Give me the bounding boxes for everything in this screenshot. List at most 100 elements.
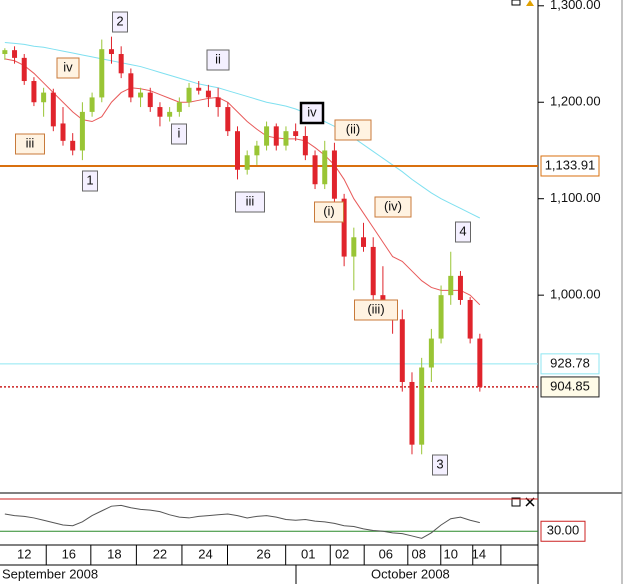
candle-body [157,107,163,117]
scroll-arrow[interactable] [526,0,534,6]
background [0,0,622,584]
candle-body [205,90,211,98]
candle-body [438,295,444,339]
candle-body [225,107,231,132]
x-tick-label: 16 [62,546,76,561]
wave-label: iii [246,193,255,208]
wave-label: iv [307,104,317,119]
wave-label: 3 [436,456,443,471]
candle-body [457,275,463,300]
x-tick-label: 18 [107,546,121,561]
candle-body [341,198,347,257]
wave-label-box [235,191,265,213]
y-tick-label: 1,000.00 [550,287,601,302]
month-label: October 2008 [371,566,450,581]
candle-body [264,126,270,146]
level-label-box [540,376,600,398]
candle-body [70,140,76,151]
wave-label: ii [215,51,221,66]
candle-body [41,92,47,103]
candle-body [331,150,337,199]
candle-body [399,319,405,382]
wave-label: (ii) [346,121,360,136]
candle-body [234,131,240,170]
wave-label-box [206,49,230,71]
wave-label: 4 [459,223,466,238]
candle-body [60,123,66,141]
candle-body [419,367,425,445]
wave-label-box [455,221,471,243]
wave-label: 2 [116,13,123,28]
candle-body [254,145,260,156]
x-tick-label: 08 [412,546,426,561]
level-label: 1,133.91 [545,157,596,172]
candle-body [312,155,318,185]
candle-body [409,381,415,445]
x-tick-label: 10 [444,546,458,561]
candle-body [302,136,308,156]
wave-label-box [374,196,412,218]
candle-body [147,92,153,108]
level-label: 904.85 [550,378,590,393]
candle-body [370,246,376,296]
candle-body [196,87,202,91]
wave-label-box [56,57,80,79]
candle-body [273,126,279,146]
level-label: 928.78 [550,355,590,370]
candle-body [31,81,37,103]
candle-body [244,155,250,170]
wave-label-box [15,133,45,155]
x-tick-label: 06 [379,546,393,561]
candle-body [128,73,134,98]
x-tick-label: 14 [472,546,486,561]
candle-body [477,338,483,387]
level-label-box [540,520,586,542]
moving-average [4,41,481,219]
month-label: September 2008 [2,566,98,581]
wave-label: 1 [86,172,93,187]
candle-body [118,54,124,74]
candle-body [50,92,56,127]
wave-label-box [299,101,325,125]
candle-body [108,49,114,55]
wave-label: (iv) [384,198,402,213]
wave-label: i [178,125,181,140]
candle-body [12,50,18,58]
y-tick-label: 1,300.00 [550,0,601,12]
x-tick-label: 02 [335,546,349,561]
x-tick-label: 26 [256,546,270,561]
wave-label: iii [26,135,35,150]
y-tick-label: 1,100.00 [550,190,601,205]
wave-label-box [82,170,98,192]
candle-body [167,111,173,117]
wave-label-box [112,11,128,33]
candle-body [467,299,473,339]
candle-body [138,92,144,98]
wave-label: (i) [323,203,335,218]
candle-body [89,97,95,112]
window-button[interactable] [511,497,521,507]
wave-label-box [334,119,372,141]
candle-body [99,49,105,98]
level-label-box [540,353,600,375]
window-button[interactable] [511,0,521,6]
wave-label-box [314,201,344,223]
level-label-box [540,155,600,177]
x-tick-label: 12 [17,546,31,561]
candle-body [2,50,8,55]
candle-body [428,338,434,368]
wave-label-box [354,299,398,321]
y-tick-label: 1,200.00 [550,94,601,109]
wave-label-box [432,454,448,476]
wave-label: iv [63,59,73,74]
wave-label: (iii) [367,301,384,316]
candle-body [186,87,192,103]
wave-label-box [171,123,187,145]
candle-body [361,237,367,247]
x-tick-label: 01 [301,546,315,561]
candle-body [79,111,85,151]
x-tick-label: 22 [153,546,167,561]
candle-body [351,237,357,257]
candle-body [176,102,182,112]
